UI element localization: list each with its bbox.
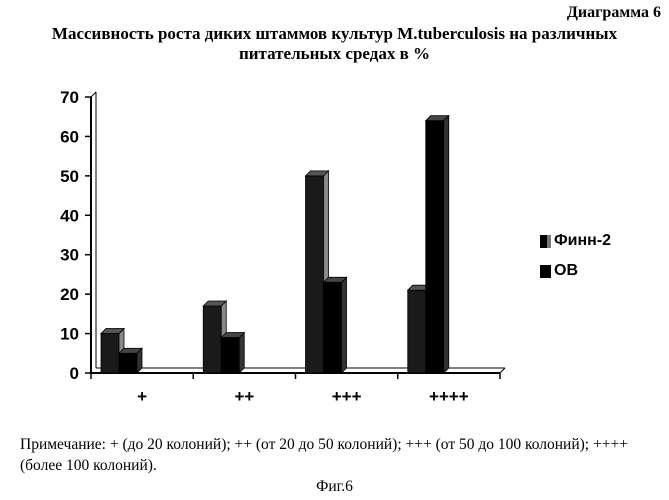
x-tick-label: +++: [332, 387, 362, 406]
bar: [426, 121, 444, 373]
chart-legend: Финн-2 OB: [540, 226, 611, 286]
x-tick-label: ++: [234, 387, 254, 406]
y-tick-label: 30: [60, 246, 79, 265]
bar: [101, 334, 119, 373]
y-tick-label: 60: [60, 127, 79, 146]
bar: [324, 282, 342, 373]
legend-label-ob: OB: [554, 262, 578, 280]
y-tick-label: 20: [60, 285, 79, 304]
y-tick-label: 50: [60, 167, 79, 186]
legend-item-ob: OB: [540, 256, 611, 286]
x-tick-label: ++++: [429, 387, 469, 406]
legend-swatch-ob: [540, 265, 551, 278]
legend-label-finn2: Финн-2: [554, 232, 611, 250]
bar: [221, 338, 239, 373]
chart-note: Примечание: + (до 20 колоний); ++ (от 20…: [20, 434, 660, 476]
legend-swatch-finn2: [540, 235, 551, 248]
bar-side: [342, 277, 347, 373]
bar: [119, 353, 137, 373]
legend-item-finn2: Финн-2: [540, 226, 611, 256]
bar-chart: 010203040506070++++++++++: [0, 0, 669, 430]
bar: [408, 290, 426, 373]
y-tick-label: 70: [60, 88, 79, 107]
bar: [306, 176, 324, 373]
bar: [203, 306, 221, 373]
y-tick-label: 40: [60, 206, 79, 225]
x-tick-label: +: [137, 387, 147, 406]
y-tick-label: 10: [60, 325, 79, 344]
bar-side: [444, 116, 449, 373]
figure-caption: Фиг.6: [0, 478, 669, 496]
y-tick-label: 0: [70, 364, 79, 383]
bar-side: [239, 333, 244, 373]
